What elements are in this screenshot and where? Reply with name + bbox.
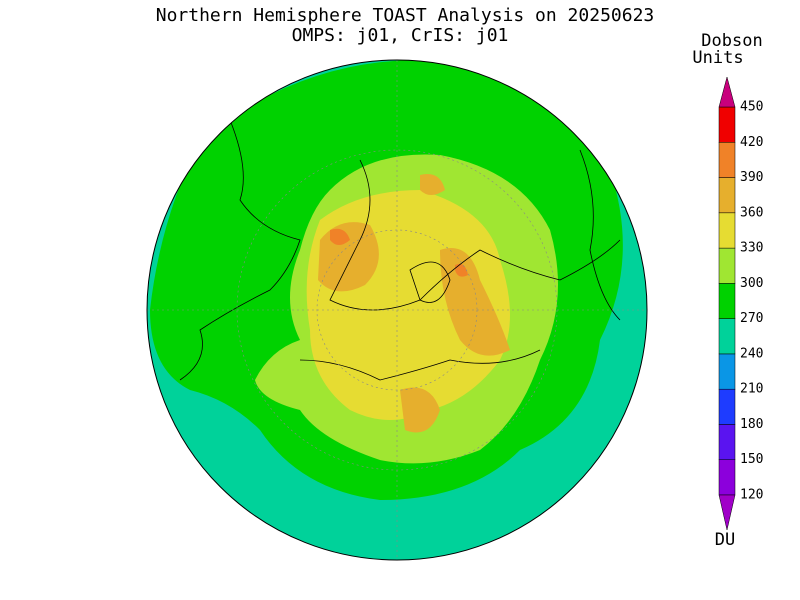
colorbar-segment	[718, 247, 736, 284]
colorbar-over	[718, 76, 736, 108]
colorbar-tick-label: 360	[740, 205, 763, 220]
colorbar-tick-label: 390	[740, 170, 763, 185]
title: Northern Hemisphere TOAST Analysis on 20…	[156, 5, 655, 26]
colorbar: 120 150 180 210 240 270 300 330 360 390 420 450	[718, 76, 763, 531]
colorbar-segment	[718, 424, 736, 460]
colorbar-segment	[718, 388, 736, 425]
colorbar-unit: DU	[715, 530, 735, 550]
colorbar-tick-label: 180	[740, 417, 763, 432]
colorbar-segment	[718, 212, 736, 249]
colorbar-segment	[718, 353, 736, 390]
colorbar-segment	[718, 318, 736, 355]
colorbar-tick-label: 210	[740, 382, 763, 397]
colorbar-tick-label: 270	[740, 311, 763, 326]
colorbar-tick-label: 450	[740, 100, 763, 115]
colorbar-segment	[718, 106, 736, 143]
colorbar-tick-label: 330	[740, 241, 763, 256]
colorbar-segment	[718, 177, 736, 214]
band-360-390	[318, 174, 510, 433]
colorbar-under	[718, 494, 736, 531]
colorbar-title: Units	[692, 48, 743, 68]
band-390-420	[330, 228, 468, 277]
colorbar-tick-label: 240	[740, 346, 763, 361]
colorbar-tick-label: 300	[740, 276, 763, 291]
colorbar-segment	[718, 459, 736, 496]
colorbar-tick-label: 420	[740, 135, 763, 150]
colorbar-tick-label: 150	[740, 452, 763, 467]
polar-map	[146, 59, 648, 561]
colorbar-segment	[718, 142, 736, 178]
colorbar-segment	[718, 283, 736, 319]
colorbar-tick-label: 120	[740, 488, 763, 503]
colorbar-title: Dobson	[701, 31, 762, 51]
subtitle: OMPS: j01, CrIS: j01	[292, 25, 509, 46]
